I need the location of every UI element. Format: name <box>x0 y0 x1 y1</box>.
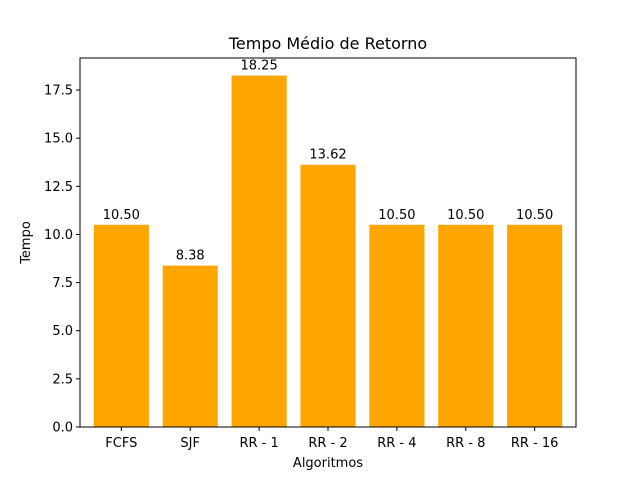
y-tick-label-4: 10.0 <box>44 228 73 243</box>
bar-5 <box>438 224 494 427</box>
x-tick-label-0: FCFS <box>105 436 137 451</box>
data-label-4: 10.50 <box>378 208 415 223</box>
x-axis-label: Algoritmos <box>293 456 363 471</box>
data-label-5: 10.50 <box>447 208 484 223</box>
data-label-2: 18.25 <box>241 59 278 74</box>
chart-title: Tempo Médio de Retorno <box>228 34 427 53</box>
data-label-6: 10.50 <box>516 208 553 223</box>
y-axis-label: Tempo <box>19 221 34 265</box>
x-axis: FCFS SJF RR - 1 RR - 2 RR - 4 RR - 8 RR - 16 <box>105 427 558 451</box>
bar-2 <box>231 75 287 428</box>
y-tick-label-2: 5.0 <box>52 324 73 339</box>
bars-group <box>93 75 563 428</box>
x-tick-label-2: RR - 1 <box>239 436 278 451</box>
y-tick-label-5: 12.5 <box>44 180 73 195</box>
y-tick-label-3: 7.5 <box>52 276 73 291</box>
x-tick-label-6: RR - 16 <box>511 436 559 451</box>
bar-0 <box>93 224 149 427</box>
y-tick-label-1: 2.5 <box>52 372 73 387</box>
bar-4 <box>369 224 425 427</box>
data-label-3: 13.62 <box>309 148 346 163</box>
bar-1 <box>162 265 218 427</box>
data-label-1: 8.38 <box>176 249 205 264</box>
y-tick-label-0: 0.0 <box>52 421 73 436</box>
x-tick-label-3: RR - 2 <box>308 436 347 451</box>
x-tick-label-4: RR - 4 <box>377 436 416 451</box>
data-labels-group: 10.50 8.38 18.25 13.62 10.50 10.50 10.50 <box>103 59 554 264</box>
bar-3 <box>300 164 356 427</box>
y-tick-label-6: 15.0 <box>44 132 73 147</box>
plot-frame <box>79 57 577 428</box>
y-axis: 0.0 2.5 5.0 7.5 10.0 12.5 15.0 17.5 <box>44 84 80 436</box>
x-tick-label-5: RR - 8 <box>446 436 485 451</box>
data-label-0: 10.50 <box>103 208 140 223</box>
x-tick-label-1: SJF <box>180 436 200 451</box>
y-tick-label-7: 17.5 <box>44 84 73 99</box>
bar-6 <box>507 224 563 427</box>
